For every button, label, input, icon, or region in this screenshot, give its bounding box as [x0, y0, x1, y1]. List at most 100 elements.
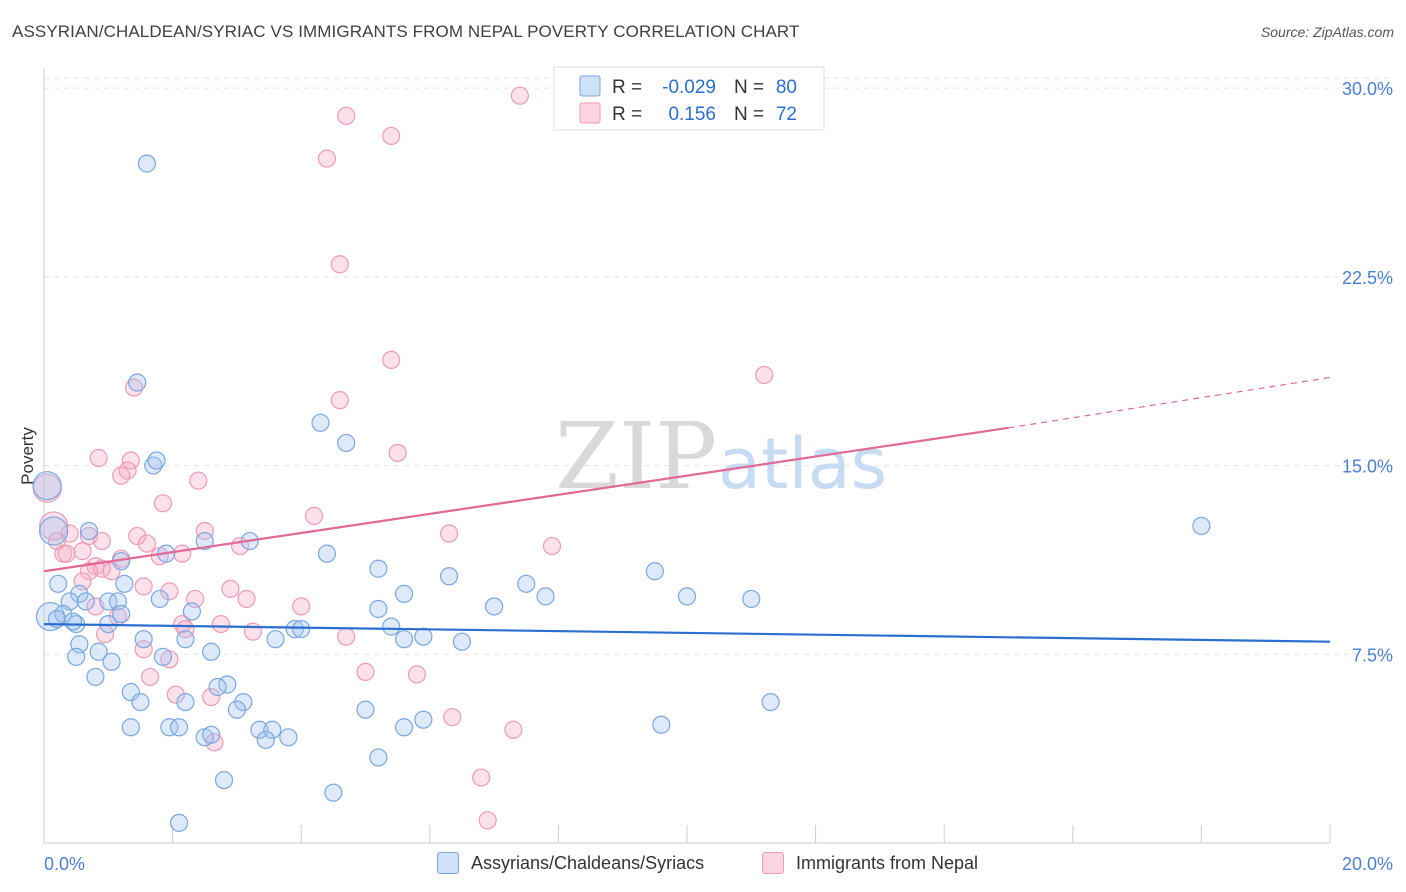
assyrian-point-21	[150, 589, 169, 609]
assyrian-point-62	[356, 700, 375, 719]
nepal-point-61	[443, 708, 462, 727]
assyrian-point-44	[452, 632, 472, 651]
nepal-point-40	[134, 577, 153, 596]
assyrian-point-11	[317, 544, 337, 563]
assyrian-point-5	[147, 451, 166, 470]
assyrian-point-61	[227, 700, 246, 719]
nepal-point-54	[134, 640, 153, 659]
watermark: ZIP atlas	[555, 403, 887, 510]
assyrian-point-60	[234, 692, 253, 712]
source-label: Source: ZipAtlas.com	[1260, 24, 1394, 40]
nepal-point-45	[292, 597, 311, 616]
assyrian-point-34	[182, 602, 201, 621]
assyrian-point-53	[153, 647, 173, 666]
legend-r-value-1: -0.029	[662, 77, 716, 98]
watermark-zip: ZIP	[555, 403, 717, 510]
assyrian-point-72	[761, 692, 780, 712]
assyrian-point-47	[134, 630, 153, 649]
nepal-point-3	[317, 149, 337, 168]
trend-line-nepal-extension	[1008, 376, 1331, 429]
legend-swatch-pink	[579, 102, 601, 124]
assyrian-point-40	[285, 620, 304, 639]
assyrian-point-19	[394, 584, 414, 603]
axes	[43, 68, 1331, 844]
assyrian-point-50	[89, 642, 108, 661]
nepal-point-65	[478, 811, 497, 830]
legend-item-nepal[interactable]: Immigrants from Nepal	[762, 852, 978, 874]
assyrian-point-17	[115, 574, 134, 593]
nepal-point-60	[202, 687, 221, 707]
nepal-point-9	[388, 443, 407, 463]
assyrian-point-57	[208, 677, 227, 697]
legend-n-label-1: N =	[734, 77, 764, 98]
assyrian-point-4	[144, 456, 163, 475]
nepal-point-16	[153, 494, 173, 513]
nepal-point-51	[243, 622, 263, 641]
nepal-point-4	[330, 255, 349, 274]
assyrian-point-59	[131, 692, 150, 712]
nepal-point-38	[79, 562, 99, 581]
nepal-point-8	[330, 391, 349, 410]
assyrian-point-76	[279, 728, 298, 747]
nepal-point-13	[112, 466, 131, 485]
nepal-point-49	[173, 614, 192, 634]
legend-bottom: Assyrians/Chaldeans/Syriacs Immigrants f…	[0, 852, 1406, 878]
nepal-point-5	[382, 350, 401, 369]
legend-r-label-2: R =	[612, 104, 642, 125]
assyrian-point-74	[202, 725, 221, 744]
watermark-atlas: atlas	[718, 423, 887, 505]
nepal-point-25	[92, 531, 111, 551]
assyrian-point-2	[311, 413, 330, 432]
assyrian-point-71	[652, 715, 671, 734]
assyrian-point-36	[485, 597, 504, 616]
assyrian-point-79	[324, 783, 343, 802]
x-tick-labels: 0.0% 20.0%	[44, 854, 1393, 874]
legend-n-label-2: N =	[734, 104, 764, 125]
assyrian-point-27	[645, 562, 664, 581]
legend-swatch-nepal	[762, 852, 784, 874]
assyrian-point-68	[169, 718, 189, 737]
assyrian-point-42	[266, 630, 285, 649]
nepal-point-23	[128, 526, 147, 546]
legend-label-nepal: Immigrants from Nepal	[796, 852, 979, 873]
y-tick-label-1: 15.0%	[1342, 457, 1393, 477]
nepal-point-48	[211, 614, 230, 634]
assyrian-point-43	[292, 620, 311, 639]
nepal-point-26	[137, 534, 156, 553]
series-assyrian-points	[32, 154, 1211, 832]
nepal-point-6	[755, 365, 774, 385]
y-axis-label: Poverty	[18, 427, 37, 485]
y-tick-label-2: 22.5%	[1342, 268, 1393, 288]
assyrian-point-48	[176, 630, 195, 649]
assyrian-point-54	[102, 652, 121, 671]
grid-lines	[44, 77, 1392, 655]
assyrian-point-80	[169, 813, 189, 832]
x-tick-label-1: 20.0%	[1342, 854, 1393, 874]
nepal-point-17	[304, 506, 324, 525]
assyrian-point-38	[63, 612, 83, 631]
nepal-point-28	[542, 536, 562, 556]
legend-r-value-2: 0.156	[668, 104, 716, 125]
y-tick-label-0: 7.5%	[1352, 645, 1393, 665]
assyrian-point-24	[99, 592, 118, 611]
nepal-point-20	[439, 524, 459, 543]
assyrian-point-66	[121, 718, 140, 737]
legend-item-assyrian[interactable]: Assyrians/Chaldeans/Syriacs	[437, 852, 704, 874]
assyrian-point-15	[439, 567, 459, 586]
assyrian-point-77	[369, 748, 388, 767]
nepal-point-10	[89, 448, 108, 468]
assyrian-point-10	[195, 531, 214, 551]
assyrian-point-35	[369, 599, 388, 619]
nepal-point-56	[356, 662, 375, 681]
assyrian-point-63	[176, 692, 195, 712]
nepal-point-14	[189, 471, 208, 490]
assyrian-point-64	[414, 710, 433, 729]
legend-r-label-1: R =	[612, 77, 642, 98]
nepal-point-64	[472, 768, 491, 787]
y-tick-label-3: 30.0%	[1342, 79, 1393, 99]
nepal-point-1	[337, 106, 356, 125]
assyrian-point-52	[67, 647, 86, 666]
assyrian-point-20	[70, 584, 89, 603]
nepal-point-2	[382, 126, 401, 146]
y-tick-labels: 7.5% 15.0% 22.5% 30.0%	[1342, 79, 1393, 665]
